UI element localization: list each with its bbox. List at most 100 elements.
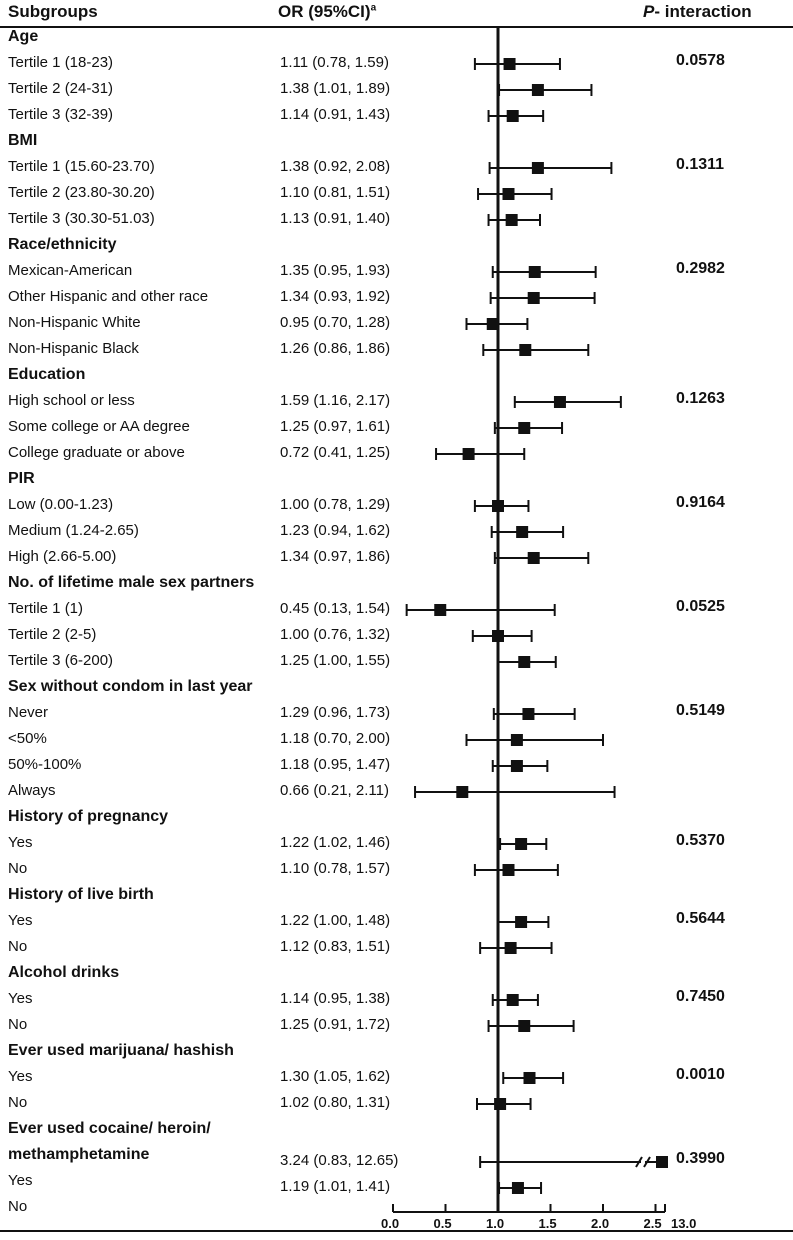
x-tick-label: 2.0 <box>591 1216 610 1231</box>
point-estimate <box>518 656 531 668</box>
row-or-ci: 3.24 (0.83, 12.65) <box>280 1152 399 1169</box>
row-or-ci: 1.34 (0.97, 1.86) <box>280 548 391 565</box>
row-or-ci: 1.10 (0.81, 1.51) <box>280 184 391 201</box>
row-label: Non-Hispanic White <box>8 314 141 331</box>
row-or-ci: 1.25 (0.97, 1.61) <box>280 418 391 435</box>
point-estimate <box>515 916 528 928</box>
row-label: Tertile 3 (6-200) <box>8 652 114 669</box>
row-or-ci: 1.22 (1.00, 1.48) <box>280 912 391 929</box>
row-label: No <box>8 1094 28 1111</box>
point-estimate <box>494 1098 507 1110</box>
point-estimate <box>518 422 531 434</box>
point-estimate <box>531 84 544 96</box>
point-estimate <box>506 994 519 1006</box>
row-label: College graduate or above <box>8 444 185 461</box>
row-or-ci: 0.66 (0.21, 2.11) <box>280 782 389 799</box>
row-label: Tertile 1 (1) <box>8 600 84 617</box>
x-tick-label: 1.5 <box>538 1216 557 1231</box>
p-interaction-value: 0.1263 <box>676 390 725 407</box>
header-or-superscript: a <box>370 2 377 14</box>
row-or-ci: 1.19 (1.01, 1.41) <box>280 1178 391 1195</box>
point-estimate <box>486 318 499 330</box>
point-estimate <box>528 266 541 278</box>
row-label: Low (0.00-1.23) <box>8 496 114 513</box>
p-interaction-value: 0.1311 <box>676 156 725 173</box>
point-estimate <box>456 786 469 798</box>
x-tick-label: 0.5 <box>433 1216 452 1231</box>
row-or-ci: 1.00 (0.76, 1.32) <box>280 626 391 643</box>
p-interaction-value: 0.0010 <box>676 1066 725 1083</box>
row-or-ci: 1.12 (0.83, 1.51) <box>280 938 391 955</box>
point-estimate <box>510 760 523 772</box>
row-or-ci: 1.18 (0.95, 1.47) <box>280 756 391 773</box>
p-interaction-value: 0.0578 <box>676 52 725 69</box>
row-or-ci: 1.38 (1.01, 1.89) <box>280 80 391 97</box>
point-estimate <box>527 292 540 304</box>
header-or-text: OR (95%CI) <box>278 2 371 21</box>
point-estimate <box>523 1072 536 1084</box>
row-label: High school or less <box>8 392 135 409</box>
group-title: Race/ethnicity <box>8 236 117 253</box>
row-or-ci: 0.95 (0.70, 1.28) <box>280 314 391 331</box>
row-or-ci: 0.72 (0.41, 1.25) <box>280 444 391 461</box>
row-or-ci: 0.45 (0.13, 1.54) <box>280 600 391 617</box>
row-label: Tertile 3 (30.30-51.03) <box>8 210 155 227</box>
row-label: Never <box>8 704 49 721</box>
row-label: Tertile 2 (24-31) <box>8 80 114 97</box>
point-estimate <box>510 734 523 746</box>
x-tick-label: 1.0 <box>486 1216 505 1231</box>
group-title: Ever used cocaine/ heroin/ <box>8 1120 211 1137</box>
point-estimate <box>503 58 516 70</box>
row-label: Yes <box>8 990 33 1007</box>
row-or-ci: 1.14 (0.95, 1.38) <box>280 990 391 1007</box>
point-estimate <box>502 864 515 876</box>
header-rule <box>0 26 793 28</box>
header-p-italic: P <box>643 2 655 21</box>
group-title: Alcohol drinks <box>8 964 120 981</box>
row-label: Tertile 3 (32-39) <box>8 106 114 123</box>
point-estimate <box>516 526 529 538</box>
row-label: Non-Hispanic Black <box>8 340 139 357</box>
row-label: Yes <box>8 1172 33 1189</box>
group-title-continued: methamphetamine <box>8 1146 150 1163</box>
point-estimate <box>527 552 540 564</box>
p-interaction-value: 0.5370 <box>676 832 725 849</box>
row-label: Tertile 2 (2-5) <box>8 626 97 643</box>
group-title: Ever used marijuana/ hashish <box>8 1042 234 1059</box>
row-label: Yes <box>8 834 33 851</box>
row-or-ci: 1.18 (0.70, 2.00) <box>280 730 391 747</box>
p-interaction-value: 0.2982 <box>676 260 725 277</box>
row-or-ci: 1.25 (0.91, 1.72) <box>280 1016 391 1033</box>
group-title: History of live birth <box>8 886 154 903</box>
row-label: Medium (1.24-2.65) <box>8 522 139 539</box>
row-label: Mexican-American <box>8 262 133 279</box>
point-estimate <box>492 630 504 642</box>
point-estimate <box>462 448 475 460</box>
p-interaction-value: 0.7450 <box>676 988 725 1005</box>
point-estimate <box>553 396 566 408</box>
row-or-ci: 1.29 (0.96, 1.73) <box>280 704 391 721</box>
header-subgroups: Subgroups <box>8 2 98 21</box>
row-or-ci: 1.22 (1.02, 1.46) <box>280 834 391 851</box>
point-estimate <box>504 942 517 954</box>
point-estimate <box>515 838 528 850</box>
row-label: Other Hispanic and other race <box>8 288 209 305</box>
row-label: High (2.66-5.00) <box>8 548 117 565</box>
row-or-ci: 1.10 (0.78, 1.57) <box>280 860 391 877</box>
group-title: Education <box>8 366 86 383</box>
group-title: BMI <box>8 132 38 149</box>
p-interaction-value: 0.5149 <box>676 702 725 719</box>
row-label: Tertile 1 (18-23) <box>8 54 114 71</box>
row-or-ci: 1.00 (0.78, 1.29) <box>280 496 391 513</box>
row-label: No <box>8 1198 28 1215</box>
row-label: Yes <box>8 1068 33 1085</box>
row-or-ci: 1.13 (0.91, 1.40) <box>280 210 391 227</box>
group-title: PIR <box>8 470 35 487</box>
point-estimate <box>506 110 519 122</box>
row-or-ci: 1.23 (0.94, 1.62) <box>280 522 391 539</box>
group-title: History of pregnancy <box>8 808 169 825</box>
row-label: Some college or AA degree <box>8 418 190 435</box>
p-interaction-value: 0.3990 <box>676 1150 725 1167</box>
row-label: No <box>8 860 28 877</box>
